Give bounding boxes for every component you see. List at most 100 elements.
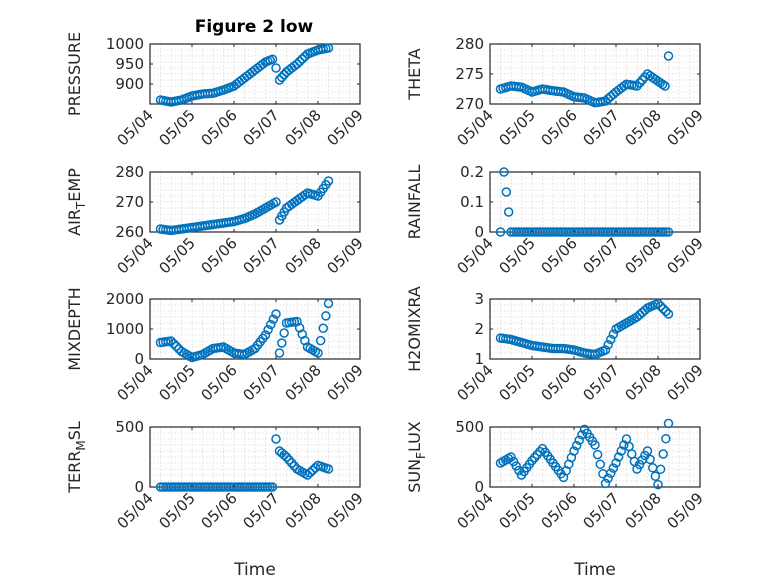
y-tick-label: 500 [455,418,484,436]
data-point [266,319,276,330]
data-point [279,450,289,460]
grid-lines [149,298,361,360]
data-point [277,338,287,348]
x-tick-label: 05/06 [538,361,581,404]
data-point [292,59,302,69]
data-point [166,336,176,346]
data-point [271,434,281,444]
data-point [574,435,584,445]
data-series [495,418,674,490]
data-point [271,197,281,207]
data-point [661,306,671,317]
data-point [600,478,611,489]
x-tick-label: 05/06 [538,106,581,149]
data-point [267,482,278,492]
y-tick-label: 270 [115,193,144,211]
data-point [274,348,285,358]
subplot-2: 27027528005/0405/0505/0605/0705/0805/09T… [405,35,707,149]
x-tick-label: 05/08 [282,489,325,532]
grid-lines [149,426,361,488]
x-tick-label: 05/08 [622,234,665,277]
y-tick-label: 1000 [106,320,144,338]
x-tick-label: 05/08 [622,361,665,404]
data-point [284,455,294,465]
x-tick-label: 05/09 [664,489,707,532]
data-point [606,468,616,478]
x-tick-label: 05/08 [622,106,665,149]
y-axis-label: TERRMSL [65,421,88,494]
x-tick-label: 05/09 [664,361,707,404]
data-point [658,304,668,314]
data-series [155,176,334,236]
data-point [302,470,313,480]
subplot-3: 26027028005/0405/0505/0605/0705/0805/09A… [65,163,367,277]
data-point [657,79,668,90]
data-point [663,418,674,429]
data-point [323,43,334,53]
data-point [495,227,506,237]
data-point [603,340,613,350]
data-point [660,81,670,91]
y-tick-label: 0.2 [460,163,484,181]
data-point [287,458,297,468]
y-tick-label: 0.1 [460,193,484,211]
data-point [279,69,289,80]
data-point [281,452,292,462]
x-tick-label: 05/09 [324,106,367,149]
subplot-7: 050005/0405/0505/0605/0705/0805/09TERRMS… [65,418,367,580]
x-tick-label: 05/05 [496,234,539,277]
data-series [155,298,334,363]
x-tick-label: 05/06 [198,234,241,277]
data-point [608,463,619,473]
data-point [616,446,626,456]
y-tick-label: 0 [134,350,144,368]
x-tick-label: 05/07 [240,361,283,404]
data-point [663,227,674,237]
y-axis-label: AIRTEMP [65,168,88,236]
y-tick-label: 0 [474,478,484,496]
data-point [258,59,268,69]
x-tick-label: 05/05 [496,106,539,149]
y-tick-label: 0 [134,478,144,496]
data-point [503,207,514,217]
data-point [263,325,273,335]
data-point [271,63,281,73]
data-point [653,479,663,490]
data-point [294,56,305,67]
data-point [267,54,278,64]
x-tick-label: 05/04 [114,106,157,149]
x-tick-label: 05/09 [324,234,367,277]
x-tick-label: 05/05 [156,361,199,404]
data-point [592,449,603,460]
x-tick-label: 05/08 [282,361,325,404]
data-point [305,467,315,478]
data-point [645,454,655,465]
x-tick-label: 05/09 [664,106,707,149]
x-tick-label: 05/05 [156,489,199,532]
y-tick-label: 275 [455,65,484,83]
data-point [634,78,645,88]
x-tick-label: 05/07 [580,361,623,404]
data-point [608,329,619,339]
x-tick-label: 05/05 [496,489,539,532]
data-series [495,298,674,360]
data-point [571,440,582,451]
data-point [260,330,271,340]
subplot-5: 01000200005/0405/0505/0605/0705/0805/09M… [65,287,367,404]
x-tick-label: 05/06 [198,361,241,404]
data-point [171,341,181,351]
data-point [600,345,611,355]
data-point [632,81,642,91]
x-tick-label: 05/07 [240,106,283,149]
data-point [611,458,621,468]
x-tick-label: 05/07 [580,489,623,532]
data-point [313,348,323,358]
data-point [637,75,647,85]
x-axis-label: Time [233,560,276,580]
data-point [603,473,613,484]
data-point [308,465,318,475]
data-point [323,298,334,309]
data-point [613,452,624,462]
data-point [658,227,668,237]
